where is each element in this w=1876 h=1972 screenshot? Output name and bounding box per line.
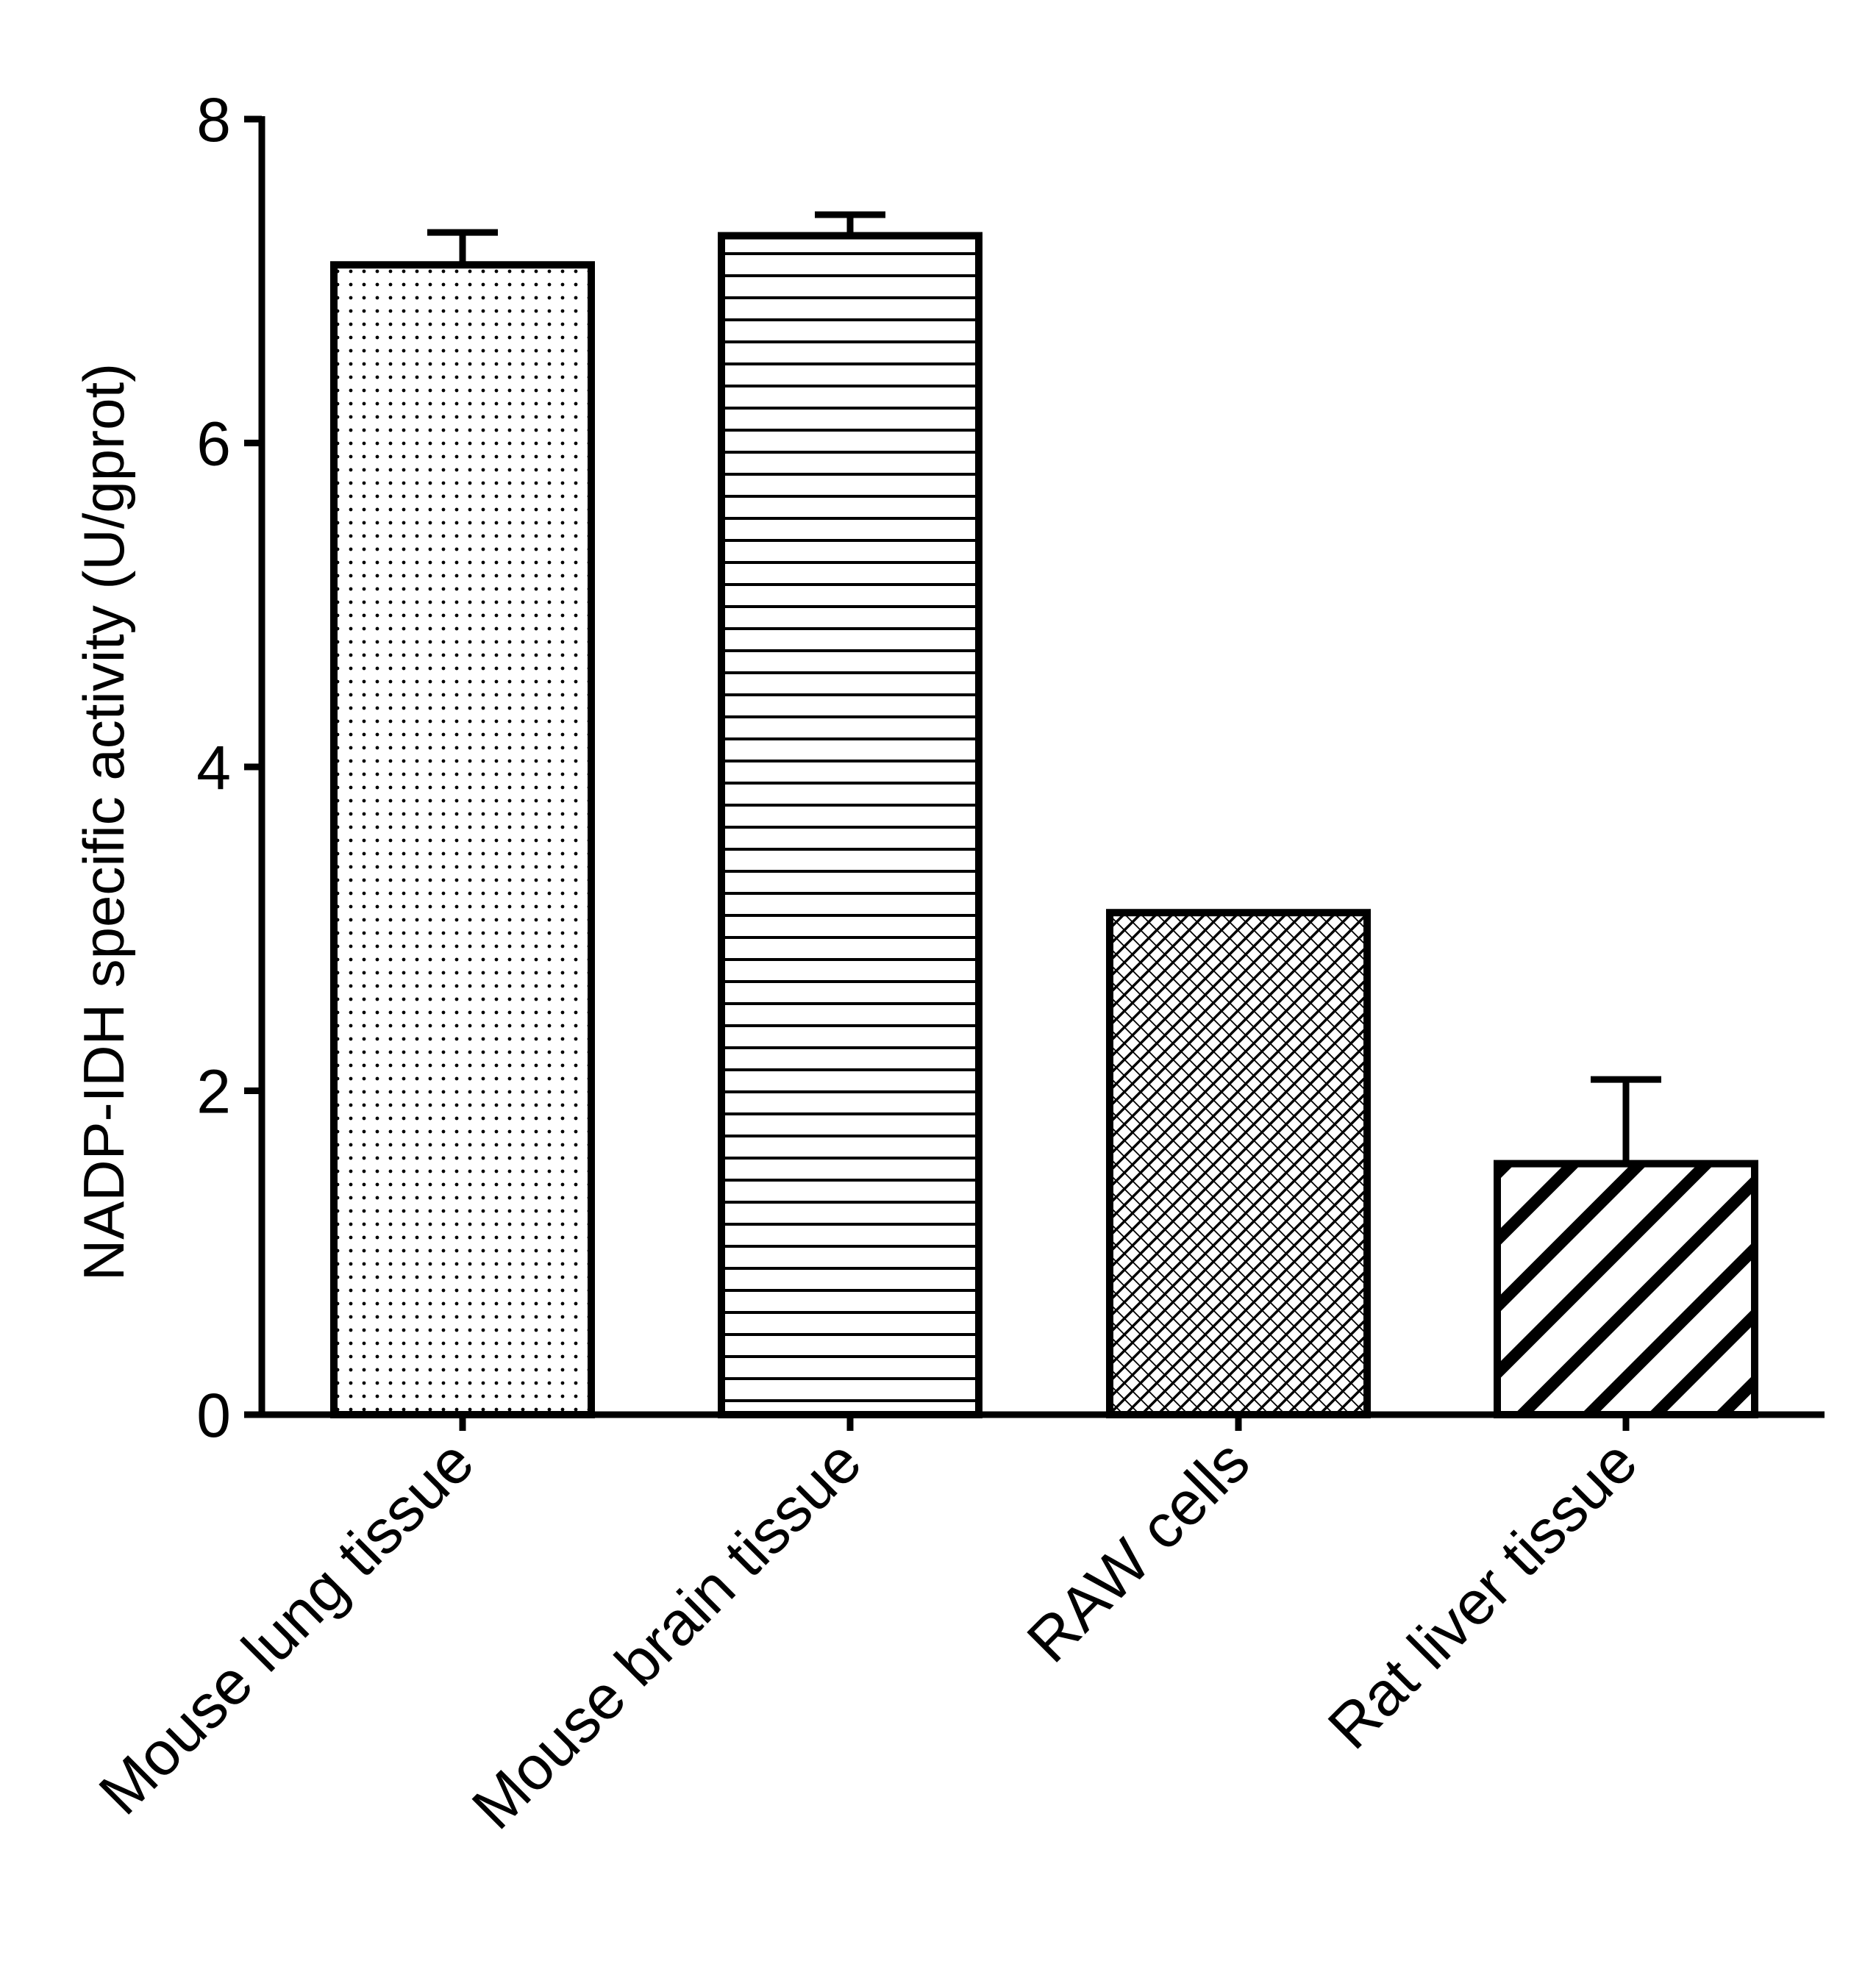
y-tick-label: 6 [196, 410, 231, 479]
x-category-label: RAW cells [1014, 1426, 1263, 1675]
y-tick-label: 2 [196, 1057, 231, 1126]
x-category-label: Rat liver tissue [1315, 1426, 1650, 1762]
y-tick-label: 0 [196, 1381, 231, 1450]
error-bars [427, 211, 1661, 1164]
y-axis-ticks: 0 2 4 6 8 [196, 85, 262, 1450]
y-axis-title: NADP-IDH specific activity (U/gprot) [71, 363, 136, 1281]
x-category-label: Mouse brain tissue [459, 1426, 874, 1842]
bar [330, 261, 595, 1419]
y-tick-label: 4 [196, 733, 231, 802]
bar [1106, 909, 1371, 1418]
y-tick-label: 8 [196, 85, 231, 154]
bar [1494, 1160, 1758, 1419]
bars [330, 232, 1758, 1419]
x-category-label: Mouse lung tissue [86, 1426, 487, 1827]
bar [718, 232, 982, 1419]
